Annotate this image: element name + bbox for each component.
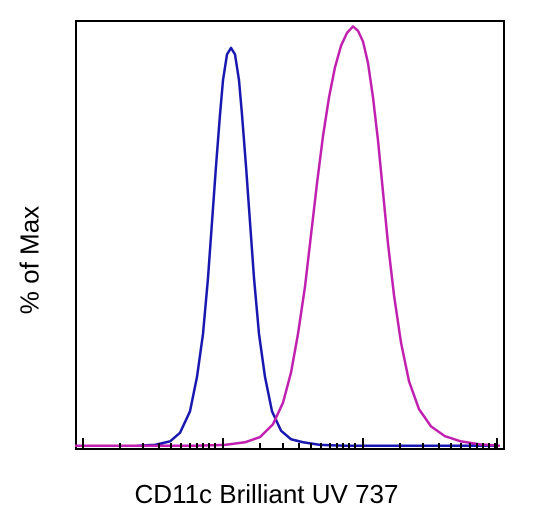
series-stained [75,26,500,445]
series-group [75,26,500,445]
series-control [75,48,495,446]
plot-border [76,21,504,449]
x-axis-label: CD11c Brilliant UV 737 [135,479,399,510]
histogram-chart: % of Max CD11c Brilliant UV 737 [0,0,533,520]
y-axis-label: % of Max [15,206,46,314]
plot-area [75,20,505,450]
